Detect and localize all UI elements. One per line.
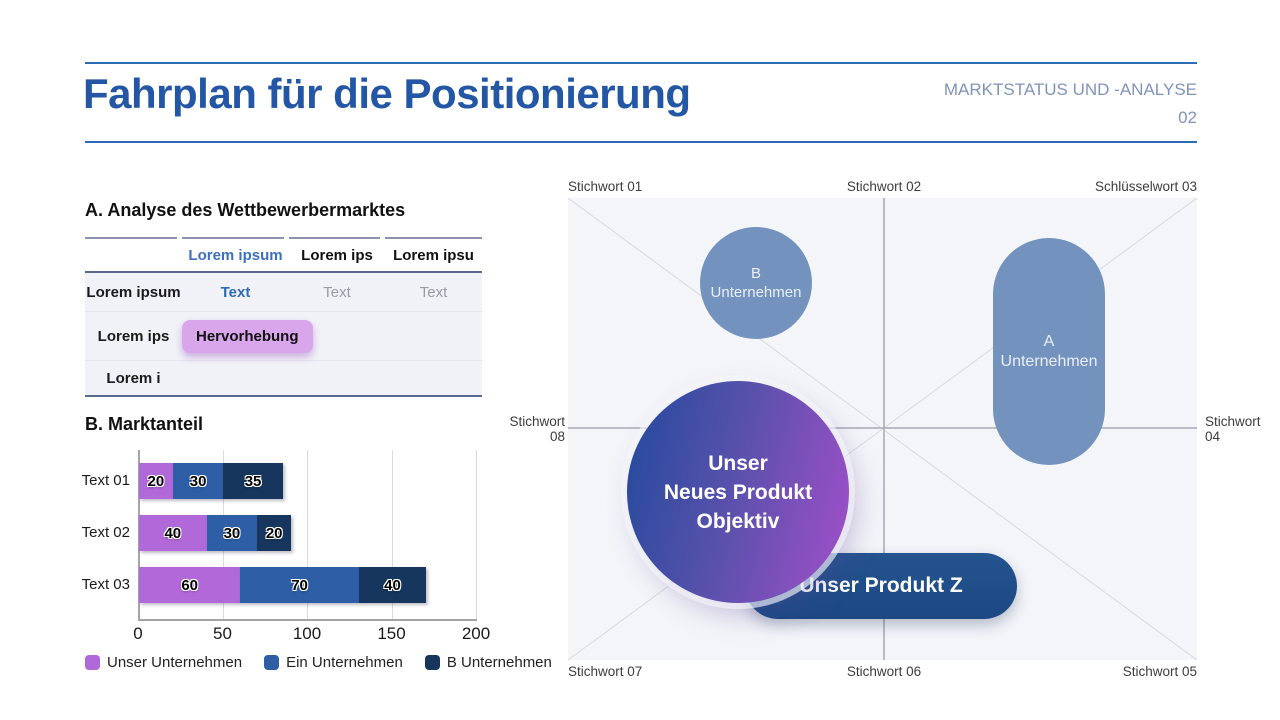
bar-segment: 60 xyxy=(139,567,241,603)
bar-row: 40 30 20 xyxy=(139,515,292,551)
legend-label: Unser Unternehmen xyxy=(107,654,243,671)
table-cell: Text xyxy=(323,283,351,301)
table-cell: Text xyxy=(220,283,251,301)
bar-value-label: 40 xyxy=(384,576,401,594)
product-z-label: Unser Produkt Z xyxy=(799,574,963,597)
table-top-border-segments xyxy=(85,237,482,239)
row-label: Lorem ipsum xyxy=(86,283,181,301)
header-top-rule xyxy=(85,62,1197,64)
table-row: Lorem i xyxy=(85,361,482,395)
x-tick-label: 0 xyxy=(133,624,143,643)
bar-segment: 40 xyxy=(358,567,427,603)
bar-value-label: 20 xyxy=(147,472,165,490)
new-product-goal-bubble: Unser Neues Produkt Objektiv xyxy=(627,381,849,603)
legend-label: Ein Unternehmen xyxy=(286,654,403,671)
quadrant-label-bottom-left: Stichwort 07 xyxy=(568,664,643,679)
legend-item: Ein Unternehmen xyxy=(264,654,403,671)
bar-row: 60 70 40 xyxy=(139,567,427,603)
slide-subtitle: MARKTSTATUS UND -ANALYSE xyxy=(943,80,1197,99)
legend-swatch-icon xyxy=(424,655,440,670)
legend-item: B Unternehmen xyxy=(424,654,552,671)
bar-chart-plot-area: 20 30 35 40 30 20 60 70 40 xyxy=(138,450,477,621)
bar-segment: 30 xyxy=(206,515,258,551)
table-header-cell: Lorem ipsum xyxy=(188,246,283,264)
bar-segment: 20 xyxy=(257,515,292,551)
gridline xyxy=(391,450,393,620)
bar-value-label: 20 xyxy=(265,524,283,542)
table-header-divider xyxy=(85,271,482,273)
category-label: Text 01 xyxy=(81,472,130,489)
gridline xyxy=(307,450,308,620)
bar-value-label: 70 xyxy=(291,576,308,594)
quadrant-label-top-center: Stichwort 02 xyxy=(846,179,922,194)
goal-label: Neues Produkt xyxy=(663,480,813,504)
x-tick-label: 100 xyxy=(292,624,322,643)
legend-swatch-icon xyxy=(85,655,100,670)
bar-chart-legend: Unser Unternehmen Ein Unternehmen B Untern… xyxy=(85,654,552,671)
bar-segment: 70 xyxy=(240,567,359,603)
header-right-block: MARKTSTATUS UND -ANALYSE 02 xyxy=(944,76,1197,132)
legend-item: Unser Unternehmen xyxy=(85,654,242,671)
bar-value-label: 35 xyxy=(244,472,262,490)
legend-swatch-icon xyxy=(264,655,280,670)
quadrant-label-text: Stichwort xyxy=(1205,414,1261,429)
row-label: Lorem ips xyxy=(97,327,170,345)
company-a-capsule: A Unternehmen xyxy=(993,238,1105,465)
bar-segment: 40 xyxy=(139,515,207,551)
quadrant-label-bottom-right: Stichwort 05 xyxy=(1122,664,1197,679)
quadrant-label-mid-right: Stichwort 04 xyxy=(1205,414,1261,444)
row-label: Lorem i xyxy=(106,369,161,387)
quadrant-label-bottom-center: Stichwort 06 xyxy=(846,664,922,679)
x-axis-line xyxy=(138,619,477,621)
company-b-bubble: B Unternehmen xyxy=(700,227,812,339)
table-body: Lorem ipsum Text Text Text Lorem ips Her… xyxy=(85,273,482,395)
bar-value-label: 30 xyxy=(223,524,241,542)
company-a-label: Unternehmen xyxy=(1000,352,1098,370)
x-tick-label: 150 xyxy=(377,624,406,643)
page-title: Fahrplan für die Positionierung xyxy=(83,70,691,117)
gridline xyxy=(476,450,477,620)
quadrant-label-text: 04 xyxy=(1205,429,1221,444)
bar-chart-x-axis-ticks: 0 50 100 150 200 xyxy=(133,624,490,646)
table-header-row: Lorem ipsum Lorem ips Lorem ipsu xyxy=(85,239,482,271)
table-row: Lorem ips Hervorhebung xyxy=(85,312,482,361)
table-cell: Hervorhebung xyxy=(182,319,313,353)
page-number: 02 xyxy=(1178,108,1197,127)
header-bottom-rule xyxy=(85,141,1197,143)
quadrant-label-mid-left: Stichwort 08 xyxy=(509,414,565,444)
x-tick-label: 200 xyxy=(461,624,491,643)
highlight-badge: Hervorhebung xyxy=(182,319,313,353)
category-label: Text 03 xyxy=(81,576,130,593)
goal-label: Unser xyxy=(708,451,768,475)
table-cell: Text xyxy=(419,283,448,301)
bar-row: 20 30 35 xyxy=(139,463,283,499)
bar-segment: 20 xyxy=(139,463,173,499)
table-row: Lorem ipsum Text Text Text xyxy=(85,273,482,312)
quadrant-label-top-right: Schlüsselwort 03 xyxy=(1094,179,1197,194)
quadrant-label-text: Stichwort xyxy=(509,414,565,429)
table-header-cell: Lorem ipsu xyxy=(393,246,474,264)
bar-value-label: 40 xyxy=(164,524,182,542)
bar-segment: 30 xyxy=(172,463,224,499)
bar-value-label: 30 xyxy=(189,472,207,490)
category-label: Text 02 xyxy=(81,524,130,541)
company-b-label: Unternehmen xyxy=(710,284,802,301)
table-bottom-border xyxy=(85,395,482,397)
quadrant-label-top-left: Stichwort 01 xyxy=(568,179,643,194)
positioning-map-panel: B Unternehmen A Unternehmen Unser Produk… xyxy=(568,198,1197,660)
company-b-label: B xyxy=(750,265,761,282)
section-b-heading: B. Marktanteil xyxy=(85,414,204,434)
legend-label: B Unternehmen xyxy=(446,654,552,671)
company-a-label: A xyxy=(1043,332,1055,350)
bar-value-label: 60 xyxy=(181,576,199,594)
bar-chart-category-labels: Text 01 Text 02 Text 03 xyxy=(78,450,130,620)
table-header-cell: Lorem ips xyxy=(301,246,373,264)
section-a-heading: A. Analyse des Wettbewerbermarktes xyxy=(85,200,406,220)
goal-label: Objektiv xyxy=(696,509,780,533)
x-tick-label: 50 xyxy=(213,624,232,643)
bar-segment: 35 xyxy=(223,463,283,499)
competitor-table: Lorem ipsum Lorem ips Lorem ipsu Lorem i… xyxy=(85,237,482,397)
quadrant-label-text: 08 xyxy=(549,429,565,444)
